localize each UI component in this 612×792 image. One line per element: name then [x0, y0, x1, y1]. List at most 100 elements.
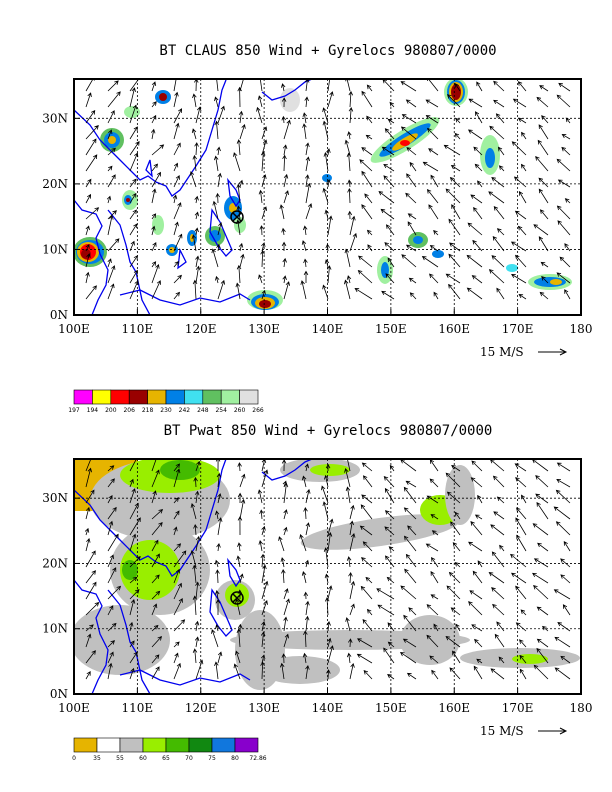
wind-vector — [173, 221, 179, 236]
wind-vector — [517, 117, 527, 124]
wind-vector — [85, 178, 92, 188]
wind-vector — [538, 177, 549, 188]
wind-vector — [446, 585, 461, 600]
wind-vector — [344, 139, 351, 156]
wind-vector — [448, 283, 461, 300]
colorbar-label: 0 — [72, 755, 76, 762]
wind-vector — [282, 257, 287, 268]
wind-vector — [448, 253, 461, 268]
wind-vector — [426, 634, 439, 648]
wind-vector — [557, 179, 571, 188]
wind-vector — [533, 664, 549, 680]
wind-vector — [445, 636, 461, 648]
colorbar-label: 75 — [208, 755, 216, 762]
wind-vector — [387, 641, 395, 648]
wind-vector — [325, 243, 330, 252]
wind-vector — [85, 253, 91, 268]
wind-vector — [510, 553, 527, 568]
wind-vector — [302, 112, 308, 124]
x-tick-label: 110E — [122, 701, 154, 715]
wind-vector — [491, 551, 505, 568]
wind-vector — [556, 462, 571, 472]
wind-vector — [445, 472, 461, 488]
wind-vector — [129, 141, 140, 156]
wind-vector — [303, 507, 308, 520]
wind-vector — [521, 494, 527, 504]
wind-vector — [564, 198, 571, 204]
wind-vector — [378, 191, 395, 204]
wind-vector — [383, 475, 395, 488]
wind-vector — [193, 524, 198, 536]
wind-vector — [474, 638, 483, 648]
colorbar-label: 65 — [162, 755, 170, 762]
wind-vector — [216, 146, 221, 156]
wind-vector — [495, 113, 505, 124]
wind-vector — [387, 118, 395, 124]
wind-vector — [359, 159, 373, 172]
wind-vector — [491, 177, 505, 188]
wind-vector — [237, 462, 242, 472]
colorbar-swatch — [119, 737, 144, 753]
wind-vector — [542, 625, 549, 632]
wind-vector — [195, 535, 201, 552]
wind-vector — [259, 225, 264, 236]
wind-vector — [129, 576, 138, 584]
wind-vector — [433, 623, 439, 632]
wind-vector — [301, 240, 307, 252]
wind-vector — [283, 509, 288, 520]
wind-vector — [535, 156, 549, 172]
wind-vector — [217, 279, 226, 300]
wind-vector — [215, 569, 220, 584]
wind-vector — [429, 655, 439, 664]
wind-vector — [519, 668, 527, 680]
wind-vector — [129, 621, 134, 632]
wind-vector — [515, 477, 527, 488]
wind-vector — [515, 585, 527, 600]
wind-vector — [304, 79, 310, 92]
wind-vector — [237, 516, 243, 536]
wind-vector — [107, 265, 116, 284]
wind-vector — [283, 190, 289, 204]
wind-vector — [261, 564, 267, 584]
wind-vector — [279, 204, 285, 220]
wind-vector — [494, 633, 505, 648]
wind-vector — [239, 498, 246, 520]
x-tick-label: 100E — [58, 322, 90, 336]
wind-vector — [151, 280, 161, 300]
wind-vector — [515, 517, 527, 536]
colorbar-label: 197 — [68, 407, 80, 414]
wind-vector — [408, 277, 417, 284]
wind-vector — [560, 655, 571, 664]
wind-vector — [215, 598, 221, 616]
wind-vector — [452, 650, 461, 664]
wind-vector — [387, 622, 395, 632]
wind-vector — [193, 476, 198, 488]
wind-vector — [192, 154, 198, 172]
wind-vector — [305, 203, 313, 220]
wind-vector — [518, 294, 527, 300]
wind-vector — [107, 533, 119, 552]
wind-vector — [450, 164, 461, 172]
wind-vector — [173, 79, 177, 92]
wind-vector — [261, 620, 266, 632]
wind-vector — [194, 490, 200, 504]
wind-vector — [283, 482, 289, 504]
wind-vector — [559, 256, 571, 268]
wind-vector — [466, 254, 483, 268]
wind-vector — [561, 134, 571, 140]
wind-vector — [384, 242, 395, 252]
wind-vector — [490, 524, 505, 536]
wind-vector — [346, 152, 352, 172]
wind-vector — [449, 242, 461, 252]
wind-vector — [537, 542, 549, 552]
wind-vector — [348, 90, 354, 108]
wind-vector — [475, 111, 483, 124]
wind-vector — [214, 96, 219, 108]
wind-vector — [129, 240, 135, 252]
wind-vector — [150, 128, 156, 140]
wind-vector — [377, 604, 395, 616]
wind-vector — [235, 282, 241, 300]
wind-vector — [364, 193, 373, 204]
wind-vector — [85, 467, 93, 488]
wind-vector — [556, 205, 571, 220]
